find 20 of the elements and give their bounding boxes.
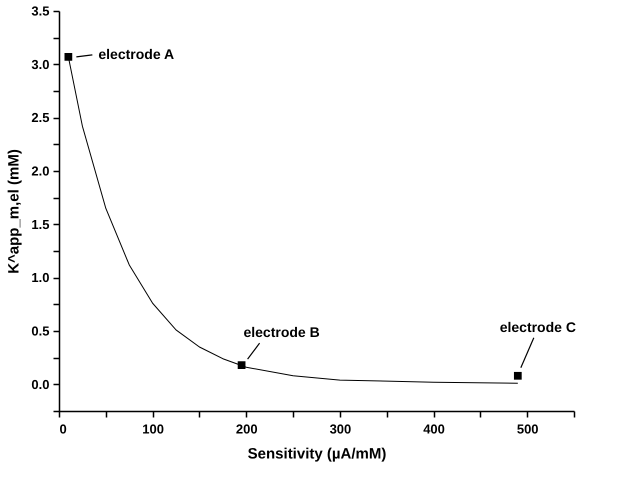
point xyxy=(514,372,522,380)
y-tick-label: 2.5 xyxy=(31,110,50,126)
x-tick-label: 0 xyxy=(60,422,67,436)
y-tick-label: 0.5 xyxy=(31,324,50,338)
x-tick-label: 200 xyxy=(236,422,258,436)
annotation: electrode A xyxy=(98,46,174,62)
annotation: electrode B xyxy=(243,324,320,340)
y-axis-title: K^app_m,el (mM) xyxy=(5,149,22,274)
y-tick-label: 1.0 xyxy=(31,270,50,286)
x-tick-label: 300 xyxy=(330,422,352,436)
x-tick-label: 100 xyxy=(142,422,164,436)
x-axis-title: Sensitivity (µA/mM) xyxy=(248,446,386,462)
x-tick-label: 500 xyxy=(516,422,539,436)
annotation: electrode C xyxy=(500,318,576,335)
y-tick-label: 3.0 xyxy=(31,56,50,72)
y-tick-label: 1.5 xyxy=(31,216,50,232)
y-tick-label: 2.0 xyxy=(31,164,50,178)
x-tick-label: 400 xyxy=(423,422,445,436)
y-tick-label: 0.0 xyxy=(31,376,50,392)
y-tick-label: 3.5 xyxy=(31,4,50,18)
